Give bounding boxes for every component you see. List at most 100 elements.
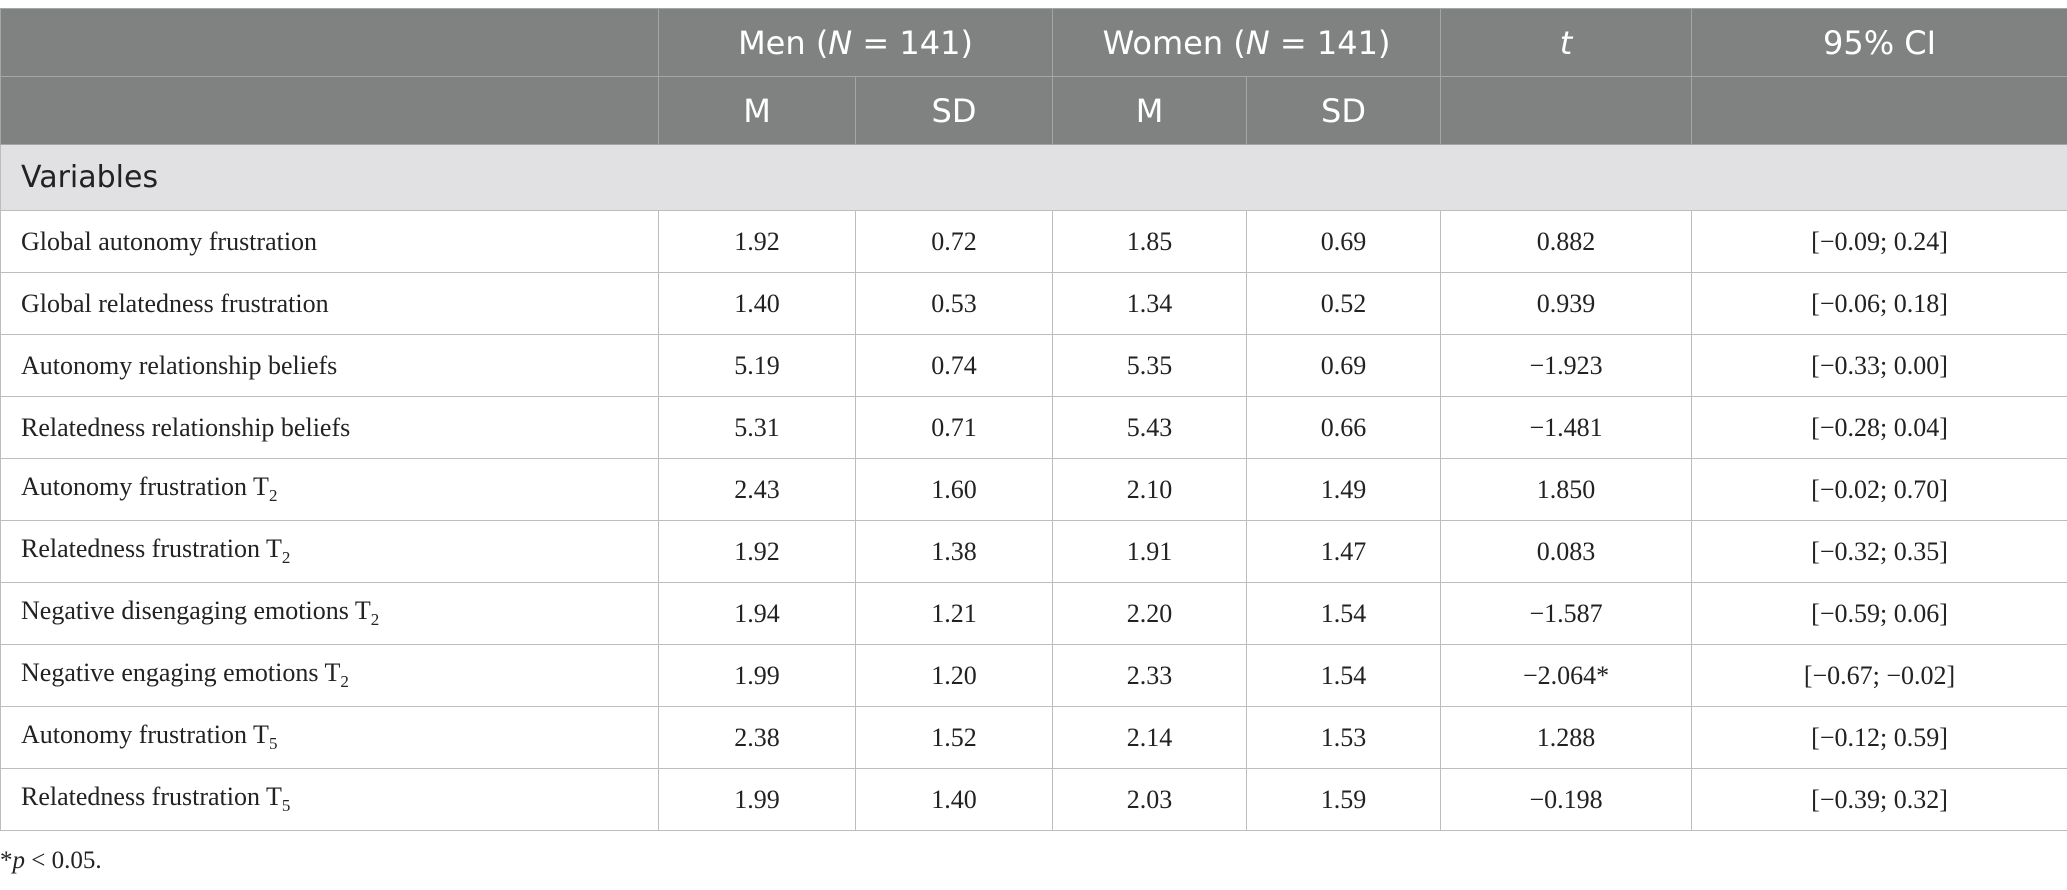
variable-name: Global relatedness frustration [21,288,329,318]
cell-men-m: 5.31 [658,396,856,459]
cell-women-m: 2.33 [1052,644,1248,707]
header-women-group: Women (N = 141) [1052,8,1442,77]
cell-ci: [−0.28; 0.04] [1691,396,2067,459]
table-row: Global autonomy frustration 1.92 0.72 1.85 0… [0,210,2067,273]
header-t: t [1440,8,1693,77]
cell-women-m: 5.43 [1052,396,1248,459]
footnote: *p < 0.05. [0,847,102,874]
cell-men-sd: 0.71 [854,396,1054,459]
cell-men-m: 2.43 [658,458,856,521]
cell-women-m: 2.10 [1052,458,1248,521]
cell-men-m: 1.92 [658,210,856,273]
cell-t: 1.850 [1440,458,1693,521]
table-row: Autonomy frustration T2 2.43 1.60 2.10 1.49 1… [0,458,2067,521]
variable-name-cell: Autonomy frustration T2 [0,458,659,521]
header-blank-cell [0,76,659,145]
cell-men-m: 2.38 [658,706,856,769]
cell-ci: [−0.59; 0.06] [1691,582,2067,645]
cell-ci: [−0.02; 0.70] [1691,458,2067,521]
time-subscript: 2 [268,486,278,506]
variable-name-cell: Autonomy frustration T5 [0,706,659,769]
cell-ci: [−0.67; −0.02] [1691,644,2067,707]
cell-t: 1.288 [1440,706,1693,769]
section-row: Variables [0,144,2067,211]
cell-women-m: 2.03 [1052,768,1248,831]
cell-men-m: 1.92 [658,520,856,583]
variable-name-cell: Relatedness frustration T2 [0,520,659,583]
cell-men-sd: 0.74 [854,334,1054,397]
cell-t: −2.064* [1440,644,1693,707]
header-blank-cell [1691,76,2067,145]
cell-men-sd: 1.40 [854,768,1054,831]
time-subscript: 2 [281,548,291,568]
cell-ci: [−0.32; 0.35] [1691,520,2067,583]
header-blank-cell [1440,76,1693,145]
cell-women-m: 2.20 [1052,582,1248,645]
time-subscript: 2 [340,672,349,692]
header-men-m: M [658,76,856,145]
cell-men-m: 5.19 [658,334,856,397]
cell-women-sd: 0.52 [1246,272,1442,335]
header-row-groups: Men (N = 141) Women (N = 141) t 95% CI [0,8,2067,77]
table-row: Global relatedness frustration 1.40 0.53 1.… [0,272,2067,335]
variable-name: Autonomy relationship beliefs [21,350,338,380]
cell-women-sd: 0.66 [1246,396,1442,459]
section-label: Variables [0,144,2067,211]
variable-name: Relatedness frustration T [21,534,282,564]
variable-name-cell: Global relatedness frustration [0,272,659,335]
header-men-group: Men (N = 141) [657,8,1054,77]
cell-men-m: 1.40 [658,272,856,335]
cell-women-m: 2.14 [1052,706,1248,769]
cell-t: −1.587 [1440,582,1693,645]
results-table: Men (N = 141) Women (N = 141) t 95% CI M… [0,8,2067,831]
cell-men-m: 1.99 [658,768,856,831]
cell-women-m: 1.91 [1052,520,1248,583]
cell-women-sd: 1.59 [1246,768,1442,831]
header-ci: 95% CI [1691,8,2067,77]
variable-name: Relatedness relationship beliefs [21,412,351,442]
cell-women-m: 5.35 [1052,334,1248,397]
header-women-m: M [1052,76,1248,145]
cell-t: 0.939 [1440,272,1693,335]
cell-men-sd: 1.38 [854,520,1054,583]
variable-name: Autonomy frustration T [21,720,269,750]
cell-women-sd: 0.69 [1246,334,1442,397]
variable-name-cell: Negative engaging emotions T2 [0,644,659,707]
header-women-sd: SD [1246,76,1442,145]
variable-name: Negative disengaging emotions T [21,596,371,626]
time-subscript: 2 [370,610,380,630]
time-subscript: 5 [281,796,291,816]
table-row: Negative disengaging emotions T2 1.94 1.21… [0,582,2067,645]
table-row: Relatedness frustration T2 1.92 1.38 1.91 1.… [0,520,2067,583]
variable-name: Autonomy frustration T [21,472,269,502]
header-men-sd: SD [854,76,1054,145]
header-row-stats: M SD M SD [0,76,2067,145]
table-row: Autonomy frustration T5 2.38 1.52 2.14 1.53 1… [0,706,2067,769]
cell-ci: [−0.39; 0.32] [1691,768,2067,831]
variable-name-cell: Negative disengaging emotions T2 [0,582,659,645]
cell-men-sd: 1.52 [854,706,1054,769]
cell-women-m: 1.34 [1052,272,1248,335]
cell-men-m: 1.94 [658,582,856,645]
cell-men-sd: 0.53 [854,272,1054,335]
cell-t: −1.481 [1440,396,1693,459]
variable-name-cell: Relatedness frustration T5 [0,768,659,831]
cell-t: 0.882 [1440,210,1693,273]
variable-name: Global autonomy frustration [21,226,318,256]
cell-women-sd: 1.54 [1246,644,1442,707]
variable-name-cell: Global autonomy frustration [0,210,659,273]
cell-women-sd: 1.49 [1246,458,1442,521]
variable-name: Relatedness frustration T [21,782,282,812]
cell-t: −0.198 [1440,768,1693,831]
variable-name-cell: Relatedness relationship beliefs [0,396,659,459]
table-row: Autonomy relationship beliefs 5.19 0.74 5.3… [0,334,2067,397]
variable-name-cell: Autonomy relationship beliefs [0,334,659,397]
cell-men-sd: 0.72 [854,210,1054,273]
cell-t: 0.083 [1440,520,1693,583]
cell-men-sd: 1.20 [854,644,1054,707]
cell-women-sd: 0.69 [1246,210,1442,273]
table-row: Relatedness frustration T5 1.99 1.40 2.03 1.… [0,768,2067,831]
cell-men-m: 1.99 [658,644,856,707]
cell-ci: [−0.09; 0.24] [1691,210,2067,273]
cell-ci: [−0.33; 0.00] [1691,334,2067,397]
